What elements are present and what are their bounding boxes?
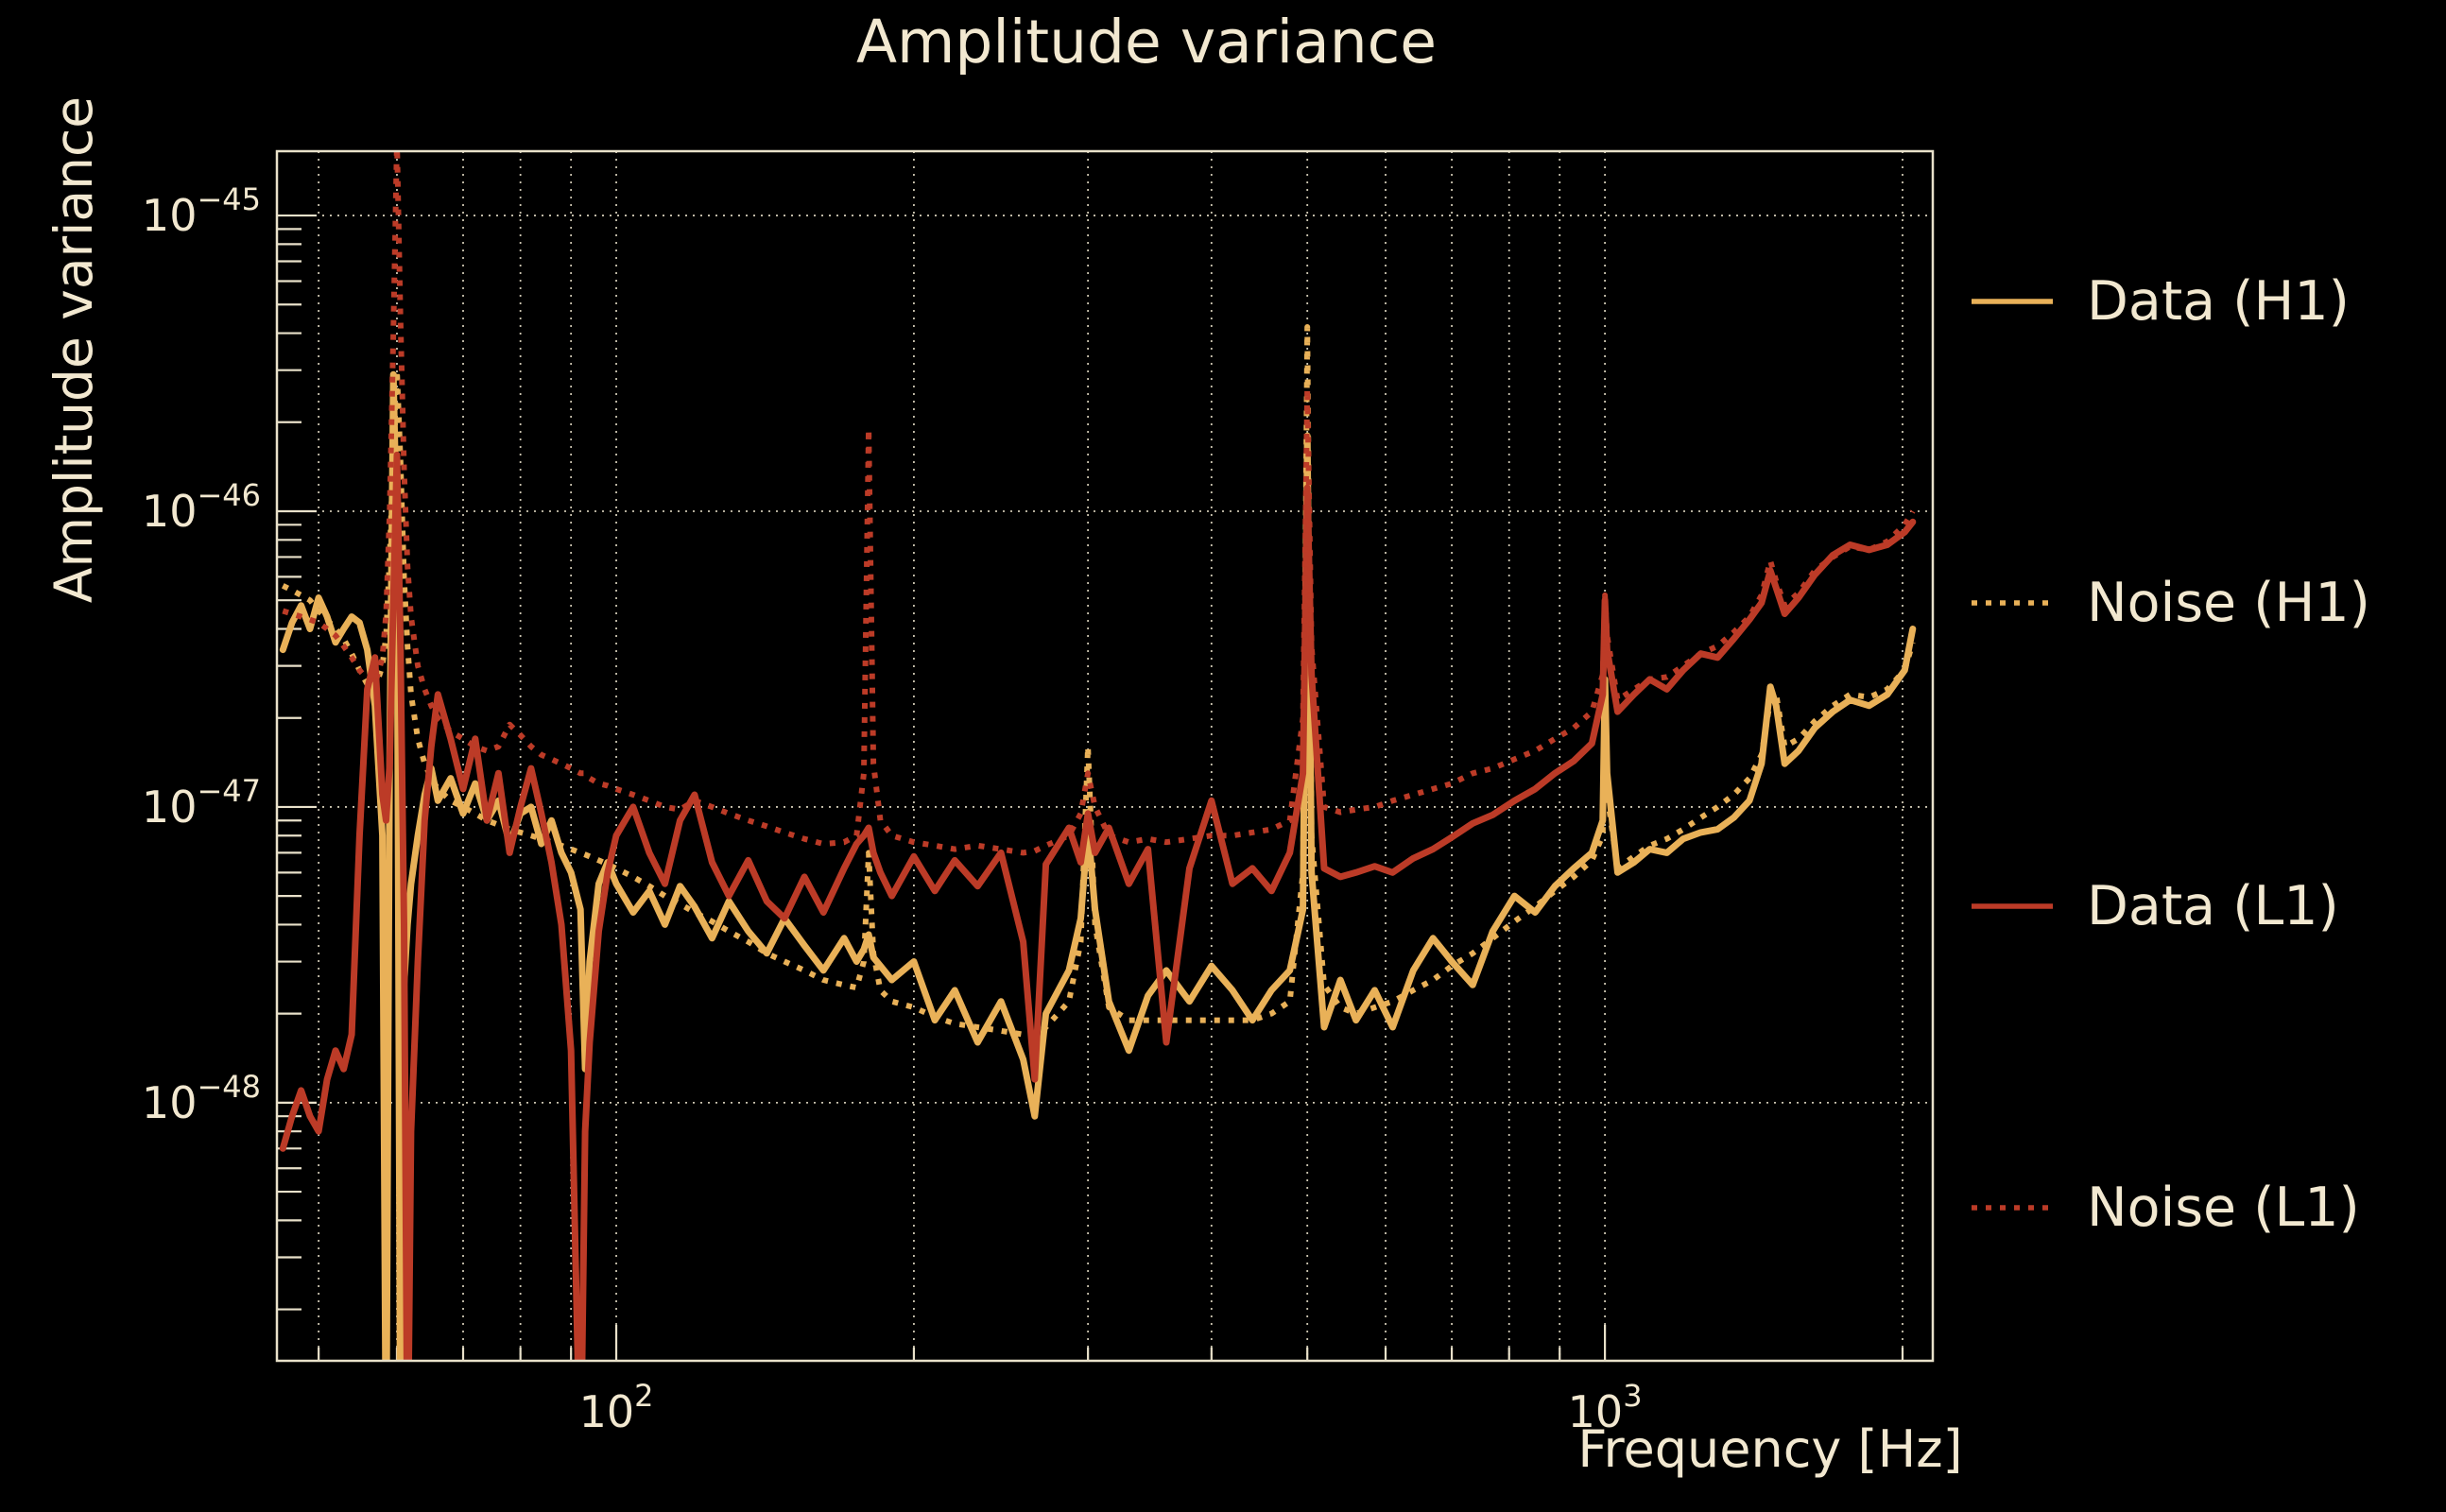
data-series: [279, 151, 1917, 1361]
gridlines: [277, 151, 1933, 1361]
data-h1-line: [279, 370, 1917, 1361]
legend-label-data-l1: Data (L1): [2087, 875, 2339, 937]
tick-labels: 10−45 10−46 10−47 10−48 102 103: [142, 181, 1643, 1437]
noise-l1-line: [282, 151, 1916, 856]
data-l1-line: [279, 451, 1917, 1361]
legend-line-samples: [1972, 299, 2053, 1211]
axis-ticks: [277, 214, 1904, 1361]
y-axis-label: Amplitude variance: [43, 95, 104, 604]
x-axis-label: Frequency [Hz]: [1577, 1419, 1963, 1479]
noise-h1-line: [281, 324, 1916, 1038]
x-tick-label: 102: [579, 1378, 654, 1437]
y-tick-label: 10−45: [142, 181, 261, 241]
y-tick-label: 10−47: [142, 773, 261, 833]
legend-label-data-h1: Data (H1): [2087, 270, 2350, 333]
x-tick-label: 103: [1568, 1378, 1643, 1437]
legend-label-noise-h1: Noise (H1): [2087, 572, 2370, 634]
legend-label-noise-l1: Noise (L1): [2087, 1177, 2360, 1239]
y-tick-label: 10−48: [142, 1069, 261, 1128]
y-tick-label: 10−46: [142, 477, 261, 537]
plot-frame: [275, 149, 1935, 1363]
chart-title: Amplitude variance: [855, 8, 1438, 77]
